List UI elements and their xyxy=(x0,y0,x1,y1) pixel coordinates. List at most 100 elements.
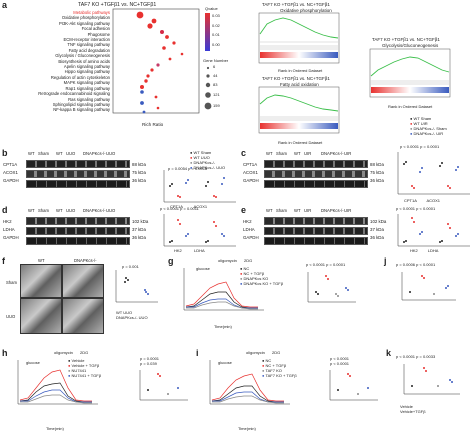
qvalue-tick: 0.03 xyxy=(212,13,220,18)
panel-d-pvalues: p < 0.0001 p = 0.0011 xyxy=(160,206,199,211)
panel-label-h: h xyxy=(2,348,8,358)
dot xyxy=(154,95,158,99)
pathway-list: Metabolic pathways Oxidative phosphoryla… xyxy=(10,10,110,113)
panel-e-band-labels: HK2 LDHA GAPDH xyxy=(243,219,259,240)
dot xyxy=(162,46,166,50)
pathway-label: Focal adhesion xyxy=(81,26,110,32)
western-blot-d xyxy=(26,217,130,245)
panel-b-pvalues: p = 0.0054 p = 0.0018 xyxy=(168,166,208,171)
bar-chart-e xyxy=(397,214,470,247)
gsea-plot-3 xyxy=(258,86,340,134)
qvalue-colorbar xyxy=(205,13,210,51)
gene-number-tick: 83 xyxy=(213,81,218,87)
panel-h-legend: ● Vehicle ● Vehicle + TGFβ ● NU7441 ● NU… xyxy=(68,358,102,378)
panel-b-xcats: CPT1A ACOX1 xyxy=(170,204,208,209)
pathway-label: TNF signaling pathway xyxy=(67,42,110,48)
panel-k-pvalues: p < 0.0001 p = 0.0033 xyxy=(396,354,436,359)
qvalue-tick: 0.00 xyxy=(212,41,220,47)
panel-g-pvalues: p < 0.0001 p = 0.0001 xyxy=(306,262,346,267)
bar-chart-c xyxy=(397,152,470,195)
dot xyxy=(168,57,172,61)
panel-label-i: i xyxy=(196,348,199,358)
panel-i-pvalues: p < 0.0001 p < 0.0001 xyxy=(330,356,350,366)
bar-chart-f xyxy=(115,270,158,303)
panel-label-a: a xyxy=(2,0,8,10)
em-image xyxy=(20,264,62,298)
pathway-label: Sphingolipid signaling pathway xyxy=(52,101,110,107)
panel-f-col-wt: WT xyxy=(38,258,45,263)
dot xyxy=(151,18,157,24)
legend-uir: ● WT Sham ● WT UIR ● DNAPKcs-/- Sham ● D… xyxy=(410,116,447,136)
panel-i-xlabel: Time(min) xyxy=(238,426,256,431)
pathway-label: PI3K-Akt signaling pathway xyxy=(59,20,110,26)
panel-d-xcats: HK2 LDHA xyxy=(174,248,205,253)
panel-label-c: c xyxy=(241,148,247,158)
panel-f-xcats: WT UUO DNAPKcs-/- UUO xyxy=(116,310,148,320)
em-image xyxy=(62,298,104,334)
pathway-label: Regulation of actin cytoskeleton xyxy=(50,74,110,80)
dot xyxy=(150,68,154,72)
pathway-label: Glycolysis / Gluconeogenesis xyxy=(55,53,110,59)
panel-i-legend: ● NC ● NC + TGFβ ● TAF7 KO ● TAF7 KO + T… xyxy=(262,358,297,378)
pathway-label: NF-kappa B signaling pathway xyxy=(53,107,110,113)
panel-label-k: k xyxy=(386,348,392,358)
panel-b-legend: ● WT Sham ● WT UUO ● DNAPKcs-/- ● DNAPKc… xyxy=(190,150,226,170)
dot xyxy=(147,23,153,29)
panel-g-xlabel: Time(min) xyxy=(214,324,232,329)
pathway-label: Biosynthesis of amino acids xyxy=(58,58,110,64)
gsea-1-xlabel: Rank in Ordered Dataset xyxy=(278,68,323,73)
panel-b-band-labels: CPT1A ACOX1 GAPDH xyxy=(3,162,19,183)
gene-number-legend xyxy=(204,66,212,110)
western-blot-b xyxy=(26,160,130,188)
dot xyxy=(156,63,160,67)
dot xyxy=(142,110,146,114)
dot xyxy=(146,74,150,78)
pathway-label: Rap1 signaling pathway xyxy=(65,85,110,91)
panel-g-annot-oligomycin: oligomycin xyxy=(218,258,237,263)
panel-label-e: e xyxy=(241,205,247,215)
pathway-label: Hippo signaling pathway xyxy=(64,69,110,75)
dot xyxy=(140,101,144,105)
panel-f-row-uuo: UUO xyxy=(6,314,16,319)
panel-d-band-labels: HK2 LDHA GAPDH xyxy=(3,219,19,240)
line-chart-i xyxy=(209,360,290,405)
qvalue-ticks: 0.03 0.02 0.01 0.00 xyxy=(212,13,220,51)
dot-chart-j xyxy=(401,272,456,301)
panel-i-annot-oligomycin: oligomycin xyxy=(246,350,265,355)
panel-e-xcats: HK2 LDHA xyxy=(410,248,439,253)
panel-g-annot-glucose: glucose xyxy=(196,266,210,271)
panel-h-xlabel: Time(min) xyxy=(46,426,64,431)
panel-f-pvalue: p = 0.001 xyxy=(122,264,139,269)
panel-b-sizes: 88 kDa 75 kDa 36 kDa xyxy=(132,162,146,183)
western-blot-e xyxy=(264,217,368,245)
legend-item: ● DNAPKcs-/- Sham xyxy=(410,126,447,131)
qvalue-label: Qvalue xyxy=(205,6,218,11)
dot xyxy=(140,90,144,94)
em-image xyxy=(62,264,104,298)
pathway-label: Apelin signaling pathway xyxy=(63,64,110,70)
pathway-label: Fatty acid degradation xyxy=(68,47,110,53)
gsea-3-subtitle: Fatty acid oxidation xyxy=(280,82,319,87)
legend-item: ● WT UIR xyxy=(410,121,428,126)
panel-g-annot-2dg: 2DG xyxy=(244,258,253,263)
panel-h-annot-2dg: 2DG xyxy=(80,350,89,355)
pathway-label: Oxidative phosphorylation xyxy=(61,15,110,21)
dot xyxy=(165,35,169,39)
qvalue-tick: 0.01 xyxy=(212,32,220,37)
dot-plot xyxy=(112,8,200,114)
bar-chart-b xyxy=(163,170,236,203)
line-chart-g xyxy=(183,268,264,311)
gsea-2-subtitle: Glycolysis/Gluconeogenesis xyxy=(382,43,439,48)
gene-number-tick: 6 xyxy=(213,64,216,69)
panel-i-annot-2dg: 2DG xyxy=(272,350,281,355)
gsea-2-xlabel: Rank in Ordered Dataset xyxy=(388,104,433,109)
pathway-label: ECM-receptor interaction xyxy=(63,37,110,43)
gene-number-tick: 44 xyxy=(213,72,218,78)
gene-number-label: Gene Number xyxy=(203,58,229,63)
panel-c-xcats: CPT1A ACOX1 xyxy=(404,198,441,203)
bar-chart-d xyxy=(163,214,236,247)
panel-h-annot-oligomycin: oligomycin xyxy=(54,350,73,355)
panel-h-pvalues: p = 0.0001 p = 0.039 xyxy=(140,356,160,366)
gsea-3-xlabel: Rank in Ordered Dataset xyxy=(278,140,323,145)
panel-e-sizes: 102 kDa 37 kDa 36 kDa xyxy=(370,219,387,240)
